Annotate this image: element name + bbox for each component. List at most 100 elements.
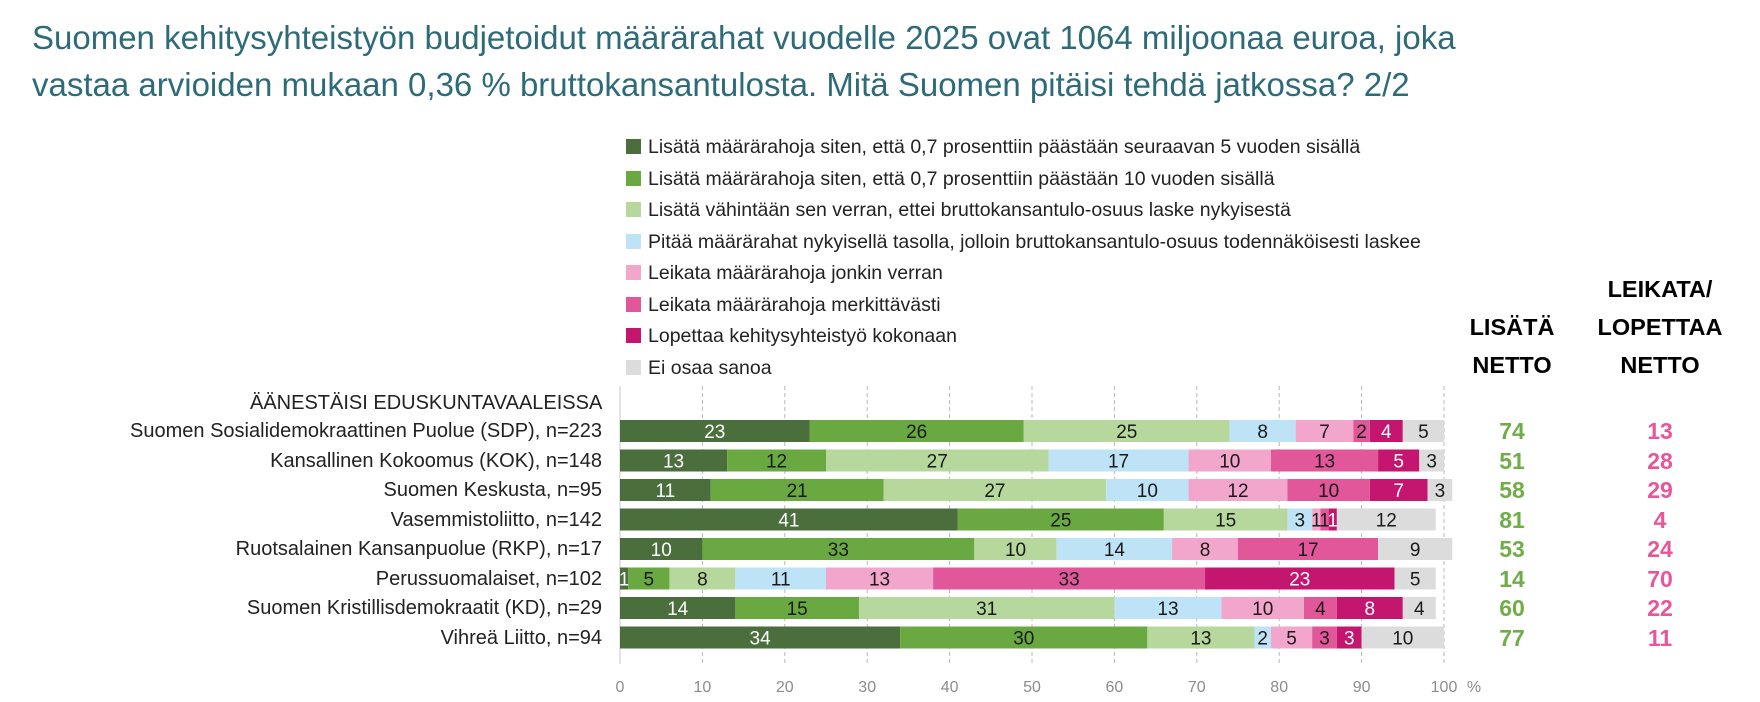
bar-segment-label: 5 xyxy=(1286,629,1297,650)
bar-segment xyxy=(1378,449,1420,472)
legend-swatch xyxy=(626,170,641,186)
bar-segment-label: 10 xyxy=(1392,629,1413,650)
bar-segment-label: 2 xyxy=(1257,629,1268,650)
bar-segment-label: 30 xyxy=(1013,629,1034,650)
bar-segment-label: 13 xyxy=(1314,452,1335,473)
bar-segment xyxy=(933,567,1206,590)
bar-segment-label: 1 xyxy=(1327,511,1338,532)
bar-segment-label: 3 xyxy=(1435,481,1446,502)
bar-segment xyxy=(628,567,670,590)
bar-segment-label: 41 xyxy=(778,511,799,532)
legend-swatch xyxy=(626,233,641,249)
bar-segment-label: 10 xyxy=(651,540,672,561)
bar-segment xyxy=(1402,597,1436,619)
bar-segment-label: 31 xyxy=(976,599,997,620)
category-label: Suomen Sosialidemokraattinen Puolue (SDP… xyxy=(130,420,602,442)
bar-segment-label: 1 xyxy=(1319,511,1330,532)
bar-segment xyxy=(1320,508,1329,531)
net-header-leikata-line-2: LOPETTAA xyxy=(1597,314,1723,340)
net-lisata-value: 60 xyxy=(1499,595,1525,621)
bar-segment-label: 5 xyxy=(1410,570,1421,591)
bar-segment xyxy=(1361,626,1444,649)
bar-segment xyxy=(620,449,728,472)
bar-segment xyxy=(1147,626,1255,649)
bar-segment-label: 11 xyxy=(655,481,675,502)
bar-segment xyxy=(1023,420,1230,442)
bar-segment-label: 9 xyxy=(1410,540,1421,561)
bar-segment-label: 14 xyxy=(667,599,689,620)
legend-label: Leikata määrärahoja jonkin verran xyxy=(648,262,943,284)
bar-segment xyxy=(1328,508,1337,531)
chart-title-line-1: Suomen kehitysyhteistyön budjetoidut mää… xyxy=(32,19,1456,56)
bar-segment xyxy=(620,420,810,442)
bar-segment-label: 8 xyxy=(1257,422,1268,443)
net-lisata-value: 77 xyxy=(1499,624,1525,651)
x-tick-label: 70 xyxy=(1188,679,1206,696)
bar-segment-label: 1 xyxy=(619,570,630,591)
bar-segment xyxy=(1419,449,1444,472)
category-label: Vihreä Liitto, n=94 xyxy=(440,626,602,649)
bar-segment-label: 23 xyxy=(1289,570,1310,591)
bar-segment xyxy=(1114,597,1222,619)
bar-segment xyxy=(1287,508,1313,531)
bar-segment xyxy=(900,626,1148,649)
net-lisata-value: 58 xyxy=(1499,477,1525,503)
x-tick-label: 100 xyxy=(1431,679,1458,696)
bar-segment-label: 21 xyxy=(787,481,808,502)
bar-segment-label: 33 xyxy=(828,540,849,561)
legend-label: Pitää määrärahat nykyisellä tasolla, jol… xyxy=(648,230,1421,253)
bar-segment xyxy=(620,597,736,619)
net-lisata-value: 51 xyxy=(1499,447,1525,474)
bar-segment-label: 10 xyxy=(1252,599,1273,620)
category-label: Vasemmistoliitto, n=142 xyxy=(390,508,602,531)
bar-segment-label: 2 xyxy=(1356,422,1367,443)
net-leikata-value: 22 xyxy=(1647,595,1673,621)
net-header-lisata-line-1: LISÄTÄ xyxy=(1469,314,1555,340)
legend-swatch xyxy=(626,328,641,343)
legend-label: Lisätä määrärahoja siten, että 0,7 prose… xyxy=(648,136,1361,158)
net-leikata-value: 4 xyxy=(1653,506,1667,533)
bar-segment xyxy=(1188,479,1288,501)
x-tick-label: 50 xyxy=(1023,679,1041,696)
net-lisata-value: 81 xyxy=(1499,506,1525,533)
bar-segment xyxy=(1221,597,1304,619)
bar-segment-label: 12 xyxy=(1227,481,1248,502)
legend-label: Lopettaa kehitysyhteistyö kokonaan xyxy=(648,325,957,347)
bar-segment xyxy=(620,508,958,531)
bar-segment xyxy=(1402,420,1444,442)
bar-segment-label: 26 xyxy=(906,422,927,443)
bar-segment-label: 8 xyxy=(1365,599,1376,620)
bar-segment xyxy=(1378,538,1453,560)
bar-segment xyxy=(669,567,736,590)
bar-segment xyxy=(1172,538,1238,560)
bar-segment-label: 5 xyxy=(644,570,655,591)
legend-label: Ei osaa sanoa xyxy=(648,356,772,379)
bar-segment-label: 10 xyxy=(1219,452,1240,473)
bar-segment-label: 33 xyxy=(1059,570,1080,591)
bar-segment xyxy=(1353,420,1370,442)
bar-segment-label: 3 xyxy=(1344,629,1355,650)
bar-segment xyxy=(809,420,1024,442)
bar-segment-label: 34 xyxy=(750,629,772,650)
bar-segment xyxy=(1056,538,1173,560)
x-tick-label: 20 xyxy=(776,679,794,696)
bar-segment xyxy=(1336,597,1403,619)
bar-segment-label: 13 xyxy=(663,452,684,473)
bar-segment xyxy=(1205,567,1395,590)
chart-title-line-2: vastaa arvioiden mukaan 0,36 % bruttokan… xyxy=(32,66,1410,103)
net-leikata-value: 13 xyxy=(1647,418,1673,444)
net-header-leikata-line-3: NETTO xyxy=(1620,352,1700,378)
bar-segment-label: 5 xyxy=(1418,422,1429,443)
bar-segment-label: 10 xyxy=(1005,540,1026,561)
bar-segment-label: 10 xyxy=(1318,481,1339,502)
category-label: Kansallinen Kokoomus (KOK), n=148 xyxy=(270,449,602,472)
x-tick-label: 90 xyxy=(1353,679,1371,696)
bar-segment xyxy=(710,479,884,501)
bar-segment-label: 3 xyxy=(1295,511,1306,532)
bar-segment-label: 5 xyxy=(1393,452,1404,473)
net-lisata-value: 53 xyxy=(1499,536,1525,562)
legend-swatch xyxy=(626,265,641,280)
bar-segment-label: 12 xyxy=(766,452,787,473)
bar-segment xyxy=(1238,538,1379,560)
